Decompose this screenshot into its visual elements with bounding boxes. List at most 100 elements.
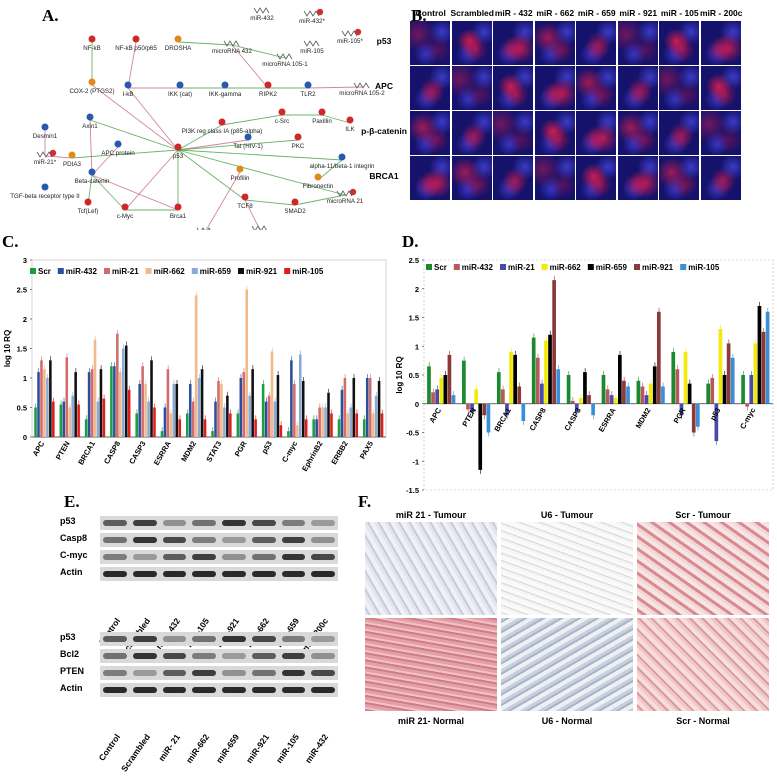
histology-label: Scr - Tumour — [675, 510, 731, 520]
network-edge — [307, 86, 363, 89]
blot-strip — [100, 632, 338, 646]
bar — [135, 413, 138, 437]
bar — [587, 395, 591, 404]
network-node-mir-432: miR-432* — [299, 8, 325, 25]
blot-band — [281, 653, 306, 659]
histology-micrograph — [637, 522, 769, 615]
bar — [138, 383, 141, 437]
bar — [540, 383, 544, 404]
histology-micrograph — [637, 618, 769, 711]
bar — [439, 377, 444, 404]
network-node-label: c-Src — [275, 118, 289, 125]
network-node-c-myc: c-Myc — [117, 203, 133, 220]
protein-icon — [291, 198, 299, 206]
pathway-network: miR-432 miR-432* miR-105* miR-105 microRNA 1… — [10, 7, 385, 230]
blot-band — [132, 571, 157, 577]
network-edge — [91, 146, 119, 176]
bar — [37, 372, 40, 437]
legend-swatch — [104, 268, 110, 274]
network-node-label: Brca1 — [170, 213, 187, 220]
blot-row-label: PTEN — [60, 666, 85, 676]
mirna-icon — [276, 53, 293, 60]
bar — [242, 372, 246, 437]
category-label: ESRRA — [152, 439, 173, 467]
network-edge — [231, 44, 269, 89]
network-node-i-kb: I-kB — [122, 81, 134, 98]
bar — [239, 378, 243, 437]
if-micrograph — [410, 111, 450, 155]
legend-swatch — [57, 268, 64, 274]
blot-band — [311, 571, 335, 577]
network-node-fibronectin: Fibronectin — [303, 173, 334, 190]
protein-icon — [124, 81, 132, 89]
bar — [661, 386, 665, 404]
legend-label: miR-921 — [642, 263, 674, 272]
network-edge — [177, 139, 299, 151]
bar — [544, 340, 548, 404]
network-node-mir-21: miR-21* — [34, 149, 57, 166]
bar — [220, 383, 223, 437]
bar — [570, 400, 575, 404]
bar — [49, 360, 52, 437]
legend-item-mir-659: miR-659 — [191, 267, 232, 276]
bar — [340, 389, 344, 437]
blot-band — [192, 670, 216, 676]
network-edge — [89, 119, 179, 151]
bar — [337, 419, 341, 437]
legend-label: miR-659 — [200, 267, 232, 276]
series-scr — [427, 333, 745, 404]
category-label: CASP8 — [528, 406, 548, 432]
bar — [197, 378, 201, 437]
network-node-label: miR-21* — [34, 159, 57, 166]
blot-strip — [100, 567, 338, 581]
blot-band — [162, 571, 187, 577]
panel-label-e: E. — [64, 492, 80, 511]
protein-icon — [294, 133, 302, 141]
if-column-label: miR - 432 — [494, 8, 533, 18]
network-node-nf-kb: NF-kB — [83, 35, 101, 52]
bar — [462, 360, 466, 404]
bar — [622, 380, 626, 404]
protein-icon — [318, 108, 326, 116]
series-mir-432 — [431, 353, 750, 414]
bar — [153, 407, 156, 437]
blot-row-label: Actin — [60, 683, 83, 693]
network-node-label: COX-2 (PTGS2) — [69, 88, 114, 95]
network-node-smad2: SMAD2 — [284, 198, 306, 215]
y-tick-label: 0.5 — [409, 371, 419, 380]
bar — [169, 413, 173, 437]
network-node-label: miR-105* — [337, 38, 363, 45]
blot-band — [162, 636, 187, 642]
network-edge — [231, 44, 286, 59]
network-node-profilin: Profilin — [231, 165, 250, 182]
bar — [352, 378, 356, 437]
bar — [548, 334, 552, 404]
bar — [691, 403, 696, 433]
category-label: CASP8 — [102, 440, 122, 466]
bar — [312, 419, 315, 437]
legend-item-mir-921: miR-921 — [634, 263, 674, 272]
bar — [757, 306, 762, 404]
mirna-icon — [303, 40, 320, 47]
legend-label: miR-921 — [246, 267, 278, 276]
bar — [251, 369, 254, 437]
protein-icon — [88, 35, 96, 43]
bar — [695, 403, 700, 427]
histology-micrograph — [501, 618, 633, 711]
blot-row-label: C-myc — [60, 550, 88, 560]
network-edge — [177, 149, 246, 201]
plot-frame — [31, 259, 387, 438]
network-node-beta-catenin: Beta-catenin — [75, 168, 110, 185]
bar — [745, 403, 750, 407]
series-mir-432 — [37, 356, 369, 437]
bar — [226, 395, 229, 437]
bar — [261, 383, 265, 437]
blot-band — [192, 653, 216, 659]
if-row-label: BRCA1 — [369, 171, 399, 181]
bar — [482, 403, 487, 416]
if-micrograph — [451, 156, 492, 200]
bar — [362, 419, 366, 437]
if-column-label: miR - 105 — [660, 8, 699, 18]
blot-band — [103, 554, 127, 560]
